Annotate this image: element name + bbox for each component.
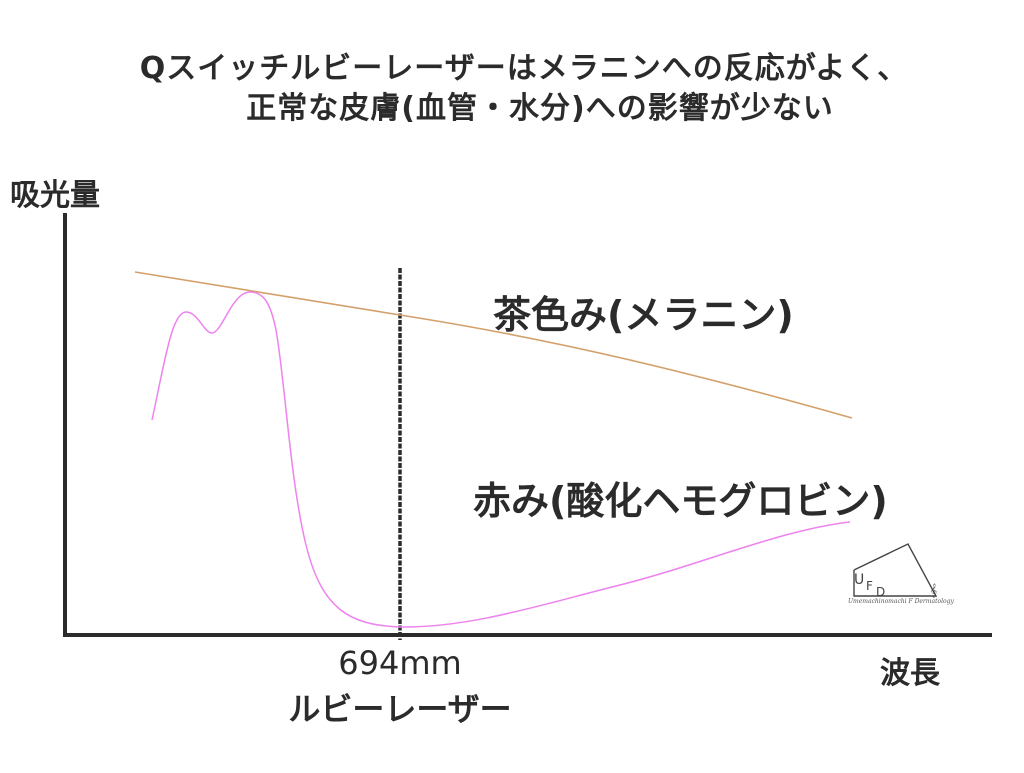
y-axis-label: 吸光量: [10, 178, 100, 213]
svg-text:𝄞: 𝄞: [930, 583, 937, 597]
svg-text:D: D: [876, 585, 885, 599]
melanin-curve: [134, 271, 853, 419]
oxyhemoglobin-label: 赤み(酸化ヘモグロビン): [473, 479, 888, 523]
svg-text:U: U: [854, 572, 864, 588]
marker-value-label: 694mm: [338, 644, 462, 682]
chart-title-line-2: 正常な皮膚(血管・水分)への影響が少ない: [246, 91, 834, 126]
marker-name-label: ルビーレーザー: [288, 690, 512, 728]
oxyhemoglobin-curve: [151, 291, 851, 628]
melanin-label: 茶色み(メラニン): [493, 293, 794, 337]
clinic-logo-icon: U F D 𝄞: [853, 543, 938, 599]
clinic-logo-caption: Umemachinomachi F Dermatology: [848, 598, 954, 605]
svg-text:F: F: [866, 579, 873, 593]
chart-title-line-1: Qスイッチルビーレーザーはメラニンへの反応がよく、: [139, 51, 909, 86]
x-axis-label: 波長: [880, 656, 940, 691]
